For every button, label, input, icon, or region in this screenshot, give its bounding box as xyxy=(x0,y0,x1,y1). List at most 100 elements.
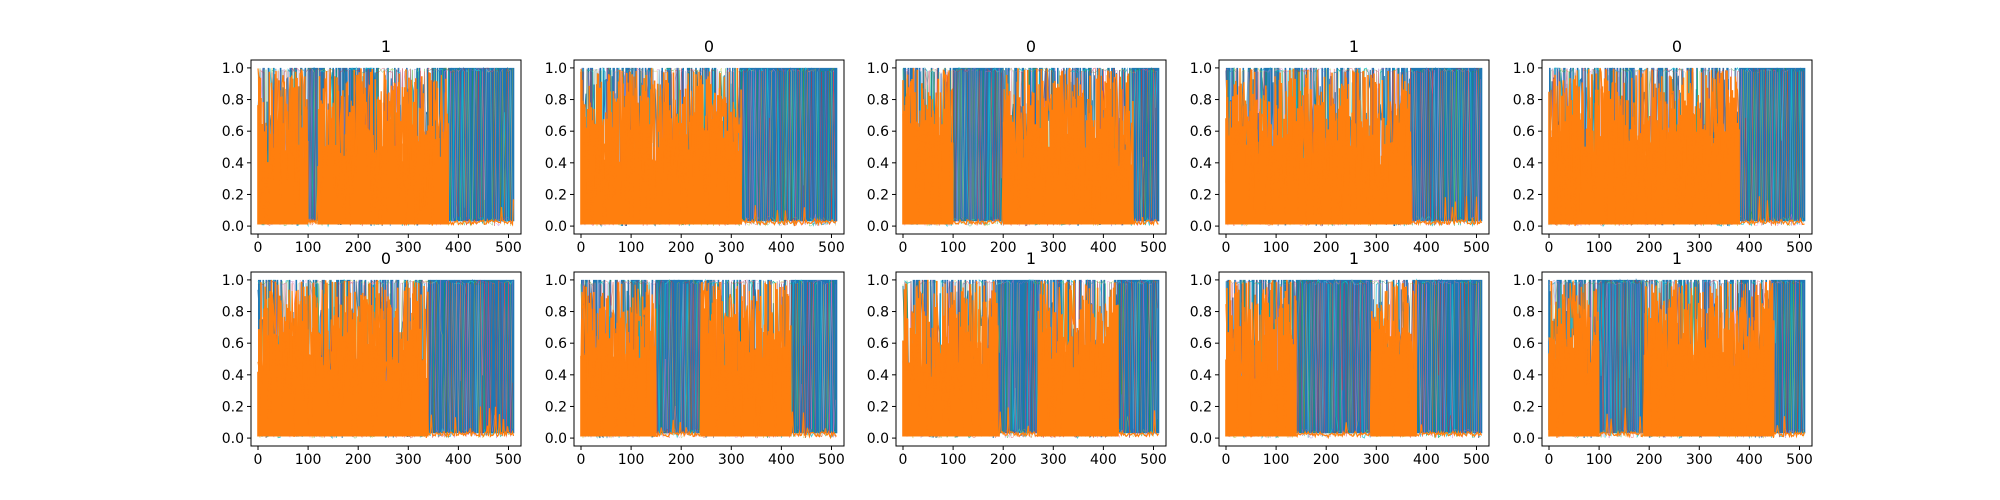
axes-frame xyxy=(573,59,845,235)
y-tick-label: 0.8 xyxy=(1513,305,1535,321)
series-orange xyxy=(1548,67,1805,227)
y-tick-label: 0.2 xyxy=(1190,187,1212,203)
subplot-6: 0 100 200 300 400 500 0.0 0.2 0.4 0.6 0.8 1.0 0 xyxy=(222,249,522,468)
x-tick-label: 400 xyxy=(1413,240,1440,256)
subplot-title: 0 xyxy=(1672,37,1682,56)
x-tick-label: 100 xyxy=(940,240,967,256)
subplot-title: 1 xyxy=(1349,37,1359,56)
x-tick-label: 100 xyxy=(1263,452,1290,468)
y-tick-label: 0.4 xyxy=(1190,156,1212,172)
x-tick-label: 200 xyxy=(1313,452,1340,468)
x-tick-label: 100 xyxy=(940,452,967,468)
y-tick-label: 1.0 xyxy=(222,273,244,289)
x-tick-label: 0 xyxy=(577,240,586,256)
series-orange xyxy=(902,68,1159,227)
x-tick-label: 0 xyxy=(1222,240,1231,256)
x-tick-label: 200 xyxy=(1636,452,1663,468)
x-tick-label: 200 xyxy=(1313,240,1340,256)
x-tick-label: 100 xyxy=(618,240,645,256)
x-tick-label: 200 xyxy=(668,452,695,468)
y-tick-label: 0.8 xyxy=(867,305,889,321)
subplot-title: 0 xyxy=(1026,37,1036,56)
x-tick-label: 400 xyxy=(1736,452,1763,468)
subplot-8: 0 100 200 300 400 500 0.0 0.2 0.4 0.6 0.8 1.0 1 xyxy=(867,249,1167,468)
y-tick-label: 0.2 xyxy=(222,399,244,415)
x-tick-label: 0 xyxy=(899,240,908,256)
axes-frame xyxy=(250,271,522,447)
x-tick-label: 300 xyxy=(718,240,745,256)
x-tick-label: 400 xyxy=(445,452,472,468)
y-tick-label: 0.6 xyxy=(1513,336,1535,352)
x-tick-label: 100 xyxy=(1586,452,1613,468)
subplot-title: 1 xyxy=(1672,249,1682,268)
x-tick-label: 0 xyxy=(1545,240,1554,256)
x-tick-label: 400 xyxy=(1090,452,1117,468)
subplot-title: 0 xyxy=(381,249,391,268)
y-tick-label: 0.0 xyxy=(545,219,567,235)
x-tick-label: 200 xyxy=(1636,240,1663,256)
y-tick-label: 1.0 xyxy=(545,61,567,77)
x-tick-label: 500 xyxy=(1140,452,1167,468)
series-orange xyxy=(580,282,837,440)
y-tick-label: 0.0 xyxy=(867,431,889,447)
axes-frame xyxy=(895,271,1167,447)
y-tick-label: 0.6 xyxy=(222,336,244,352)
series-orange-fill xyxy=(1548,280,1775,437)
x-tick-label: 200 xyxy=(345,452,372,468)
x-tick-label: 400 xyxy=(768,240,795,256)
x-tick-label: 300 xyxy=(718,452,745,468)
x-tick-label: 200 xyxy=(668,240,695,256)
x-tick-label: 500 xyxy=(818,452,845,468)
y-tick-label: 0.2 xyxy=(545,187,567,203)
y-tick-label: 0.6 xyxy=(545,336,567,352)
subplot-10: 0 100 200 300 400 500 0.0 0.2 0.4 0.6 0.8 1.0 1 xyxy=(1513,249,1813,468)
y-tick-label: 1.0 xyxy=(1190,273,1212,289)
x-tick-label: 400 xyxy=(1090,240,1117,256)
x-tick-label: 300 xyxy=(1686,240,1713,256)
y-tick-label: 0.6 xyxy=(222,124,244,140)
subplot-5: 0 100 200 300 400 500 0.0 0.2 0.4 0.6 0.8 1.0 0 xyxy=(1513,37,1813,256)
y-tick-label: 0.4 xyxy=(1190,368,1212,384)
x-tick-label: 300 xyxy=(395,240,422,256)
plot-area xyxy=(1548,278,1806,439)
y-tick-label: 1.0 xyxy=(545,273,567,289)
series-orange xyxy=(1225,68,1483,227)
y-tick-label: 0.8 xyxy=(867,93,889,109)
plot-area xyxy=(902,67,1160,228)
y-tick-label: 0.2 xyxy=(1190,399,1212,415)
y-tick-label: 0.6 xyxy=(1190,124,1212,140)
axes-frame xyxy=(1218,271,1490,447)
y-tick-label: 0.8 xyxy=(1190,305,1212,321)
x-tick-label: 400 xyxy=(768,452,795,468)
y-tick-label: 0.4 xyxy=(545,156,567,172)
axes-frame xyxy=(573,271,845,447)
plot-area xyxy=(257,66,515,228)
y-tick-label: 0.0 xyxy=(545,431,567,447)
y-tick-label: 0.8 xyxy=(1513,93,1535,109)
x-tick-label: 500 xyxy=(1140,240,1167,256)
axes-frame xyxy=(1218,59,1490,235)
x-tick-label: 100 xyxy=(295,452,322,468)
axes-frame xyxy=(895,59,1167,235)
y-tick-label: 0.6 xyxy=(1513,124,1535,140)
subplot-2: 0 100 200 300 400 500 0.0 0.2 0.4 0.6 0.8 1.0 0 xyxy=(545,37,845,256)
x-tick-label: 500 xyxy=(1786,240,1813,256)
y-tick-label: 0.6 xyxy=(1190,336,1212,352)
y-tick-label: 0.2 xyxy=(867,187,889,203)
y-tick-label: 0.4 xyxy=(1513,368,1535,384)
series-minor-5 xyxy=(1225,279,1481,439)
x-tick-label: 400 xyxy=(1413,452,1440,468)
subplot-4: 0 100 200 300 400 500 0.0 0.2 0.4 0.6 0.8 1.0 1 xyxy=(1190,37,1490,256)
axes-frame xyxy=(250,59,522,235)
plot-area xyxy=(1548,67,1806,227)
x-tick-label: 300 xyxy=(1686,452,1713,468)
series-orange xyxy=(257,68,515,227)
y-tick-label: 0.2 xyxy=(1513,187,1535,203)
series-orange xyxy=(1225,282,1483,440)
x-tick-label: 400 xyxy=(1736,240,1763,256)
x-tick-label: 400 xyxy=(445,240,472,256)
y-tick-label: 0.8 xyxy=(1190,93,1212,109)
series-orange xyxy=(902,280,1160,438)
plot-area xyxy=(902,279,1160,439)
